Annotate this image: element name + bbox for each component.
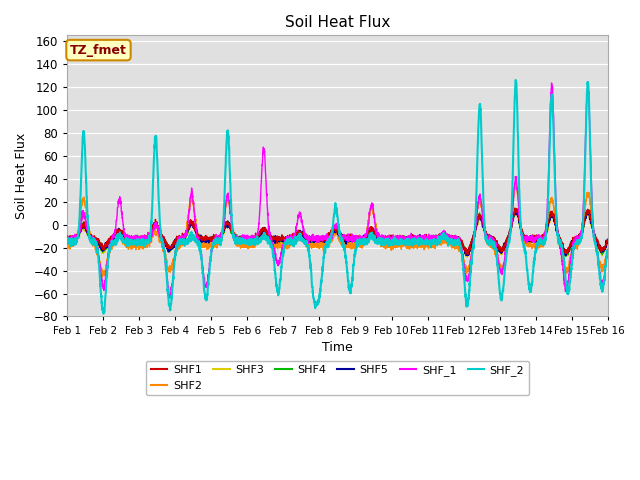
SHF_2	[271, 268, 278, 274]
SHF1	[271, 236, 278, 241]
SHF4	[294, 230, 302, 236]
SHF1	[604, 236, 611, 242]
SHF1	[535, 240, 543, 246]
SHF2	[294, 234, 302, 240]
SHF_2	[125, 241, 133, 247]
SHF_1	[157, 235, 165, 240]
SHF1	[593, 239, 601, 245]
SHF4	[593, 240, 601, 246]
SHF5	[511, 206, 519, 212]
SHF_1	[604, 247, 611, 252]
Title: Soil Heat Flux: Soil Heat Flux	[285, 15, 390, 30]
SHF_1	[271, 248, 278, 253]
SHF5	[271, 234, 278, 240]
SHF2	[125, 245, 133, 251]
SHF5	[125, 234, 132, 240]
Line: SHF_2: SHF_2	[67, 80, 607, 313]
SHF5	[63, 233, 71, 239]
SHF2	[99, 275, 106, 280]
SHF5	[593, 238, 601, 244]
SHF5	[535, 237, 543, 242]
Text: TZ_fmet: TZ_fmet	[70, 44, 127, 57]
SHF1	[63, 236, 71, 241]
SHF4	[125, 237, 132, 243]
SHF3	[125, 237, 132, 243]
SHF3	[294, 231, 302, 237]
SHF2	[157, 239, 165, 245]
SHF1	[294, 230, 302, 236]
SHF3	[463, 254, 471, 260]
SHF4	[271, 237, 278, 243]
SHF_2	[63, 236, 71, 242]
SHF_1	[125, 236, 132, 241]
SHF2	[535, 241, 543, 247]
SHF_1	[166, 295, 174, 300]
SHF_1	[294, 212, 302, 218]
SHF_2	[100, 311, 108, 316]
SHF1	[157, 234, 165, 240]
SHF4	[157, 233, 165, 239]
SHF3	[604, 240, 611, 246]
SHF2	[593, 252, 601, 257]
SHF_2	[604, 248, 611, 253]
SHF4	[562, 253, 570, 259]
SHF3	[535, 241, 543, 247]
SHF5	[562, 252, 570, 258]
X-axis label: Time: Time	[322, 341, 353, 354]
SHF1	[511, 205, 518, 211]
SHF2	[63, 239, 71, 245]
SHF_2	[512, 77, 520, 83]
SHF3	[157, 232, 165, 238]
SHF5	[294, 231, 302, 237]
Y-axis label: Soil Heat Flux: Soil Heat Flux	[15, 133, 28, 219]
SHF3	[593, 240, 601, 245]
SHF_2	[593, 249, 601, 254]
SHF3	[63, 236, 71, 241]
SHF_2	[294, 235, 302, 241]
Line: SHF5: SHF5	[67, 209, 607, 255]
SHF_1	[535, 237, 543, 243]
Line: SHF4: SHF4	[67, 209, 607, 256]
SHF_1	[593, 251, 601, 257]
SHF2	[271, 244, 278, 250]
SHF_1	[63, 233, 71, 239]
Line: SHF3: SHF3	[67, 207, 607, 257]
Legend: SHF1, SHF2, SHF3, SHF4, SHF5, SHF_1, SHF_2: SHF1, SHF2, SHF3, SHF4, SHF5, SHF_1, SHF…	[146, 361, 529, 395]
SHF1	[125, 236, 132, 241]
SHF5	[604, 240, 611, 245]
SHF5	[157, 233, 165, 239]
SHF4	[604, 240, 611, 246]
SHF_2	[157, 235, 165, 241]
Line: SHF_1: SHF_1	[67, 83, 607, 298]
SHF2	[604, 249, 611, 254]
SHF_1	[548, 80, 556, 86]
SHF4	[63, 235, 71, 241]
Line: SHF2: SHF2	[67, 183, 607, 277]
Line: SHF1: SHF1	[67, 208, 607, 254]
SHF_2	[535, 239, 543, 245]
SHF2	[512, 180, 520, 186]
SHF3	[271, 238, 278, 243]
SHF4	[535, 236, 543, 241]
SHF4	[512, 206, 520, 212]
SHF3	[511, 204, 519, 210]
SHF1	[464, 252, 472, 257]
